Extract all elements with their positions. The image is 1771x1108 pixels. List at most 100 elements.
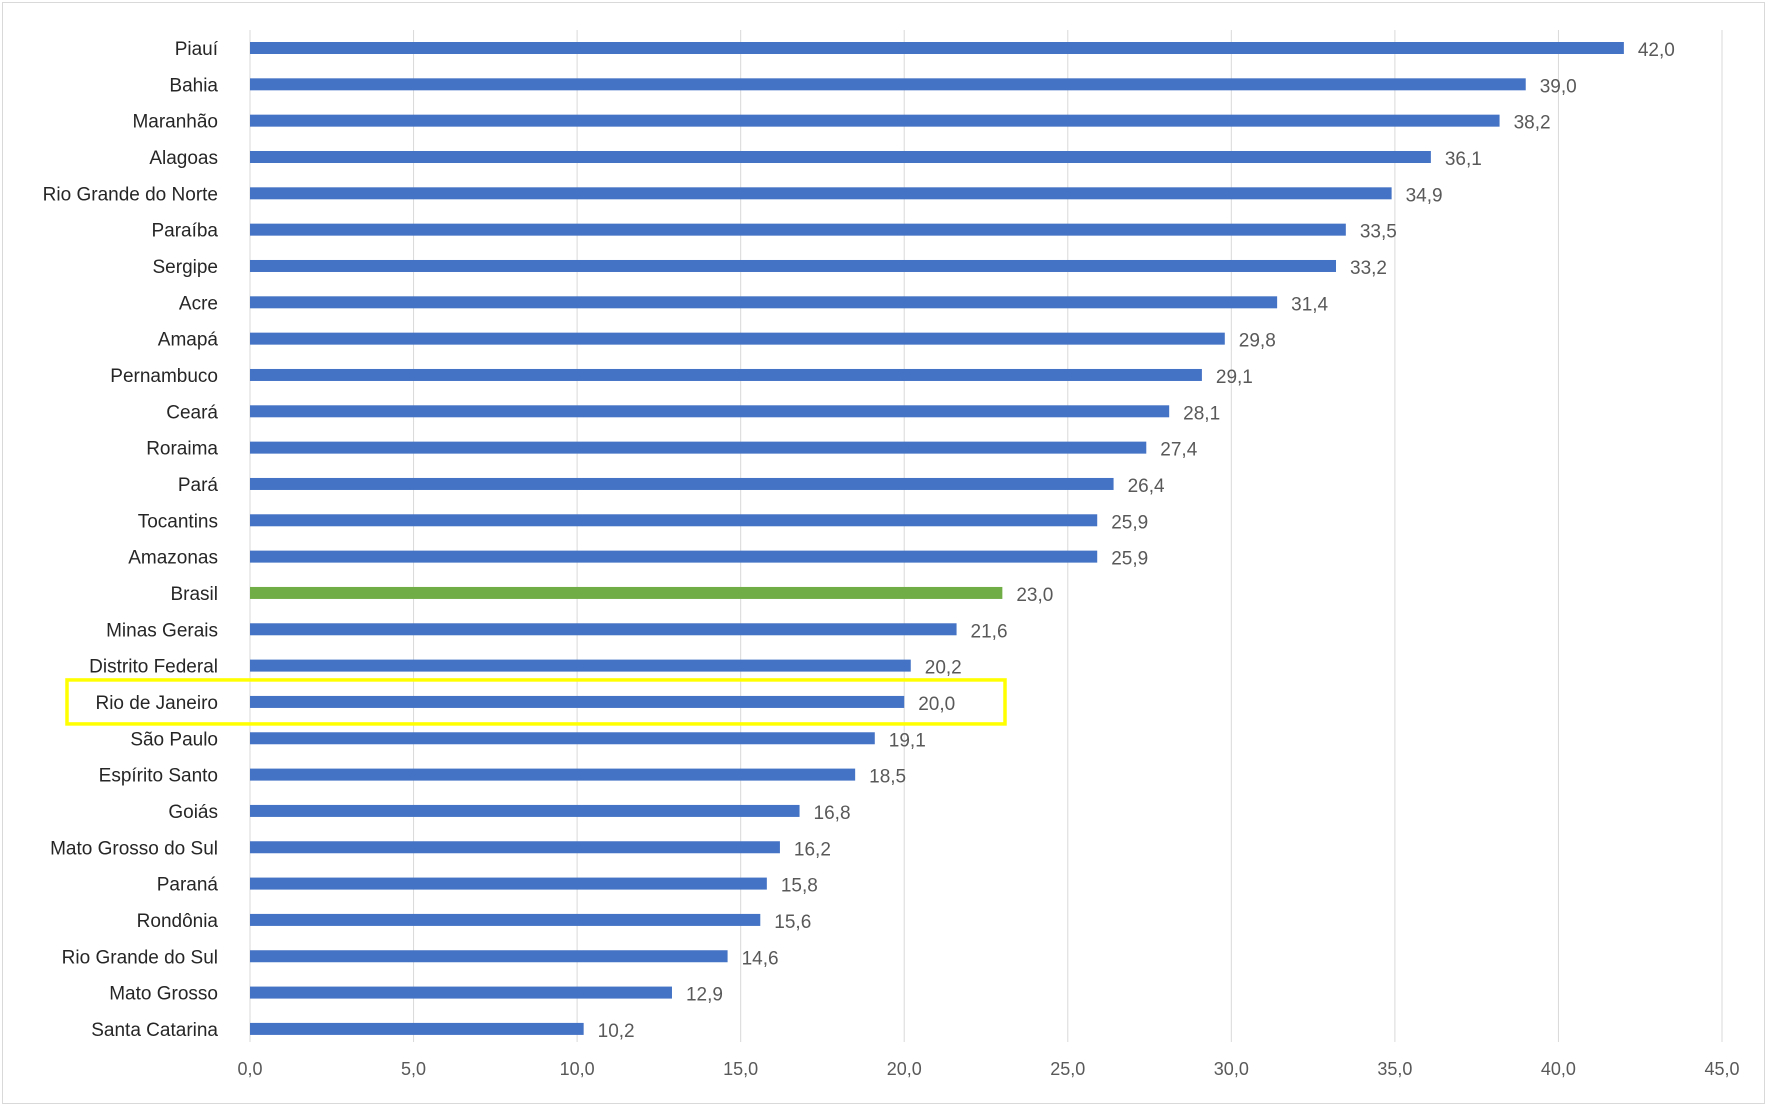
x-tick-label: 25,0 <box>1050 1059 1085 1079</box>
x-tick-label: 0,0 <box>237 1059 262 1079</box>
category-label: Rio de Janeiro <box>95 693 218 714</box>
category-label: Piauí <box>175 39 219 60</box>
category-label: Tocantins <box>138 511 218 532</box>
category-label: Amapá <box>158 330 219 351</box>
data-label: 20,0 <box>918 694 955 715</box>
data-label: 10,2 <box>598 1021 635 1042</box>
bar <box>250 150 1431 163</box>
category-label: Sergipe <box>153 257 219 278</box>
data-label: 28,1 <box>1183 403 1220 424</box>
bar <box>250 441 1147 454</box>
category-label: Paraná <box>157 875 219 896</box>
category-label: Maranhão <box>132 112 218 133</box>
data-label: 33,2 <box>1350 258 1387 279</box>
bar <box>250 1022 584 1035</box>
data-label: 15,8 <box>781 876 818 897</box>
data-label: 16,8 <box>814 803 851 824</box>
data-label: 38,2 <box>1514 113 1551 134</box>
data-label: 27,4 <box>1160 440 1197 461</box>
bar <box>250 405 1170 418</box>
data-label: 25,9 <box>1111 512 1148 533</box>
data-label: 39,0 <box>1540 76 1577 97</box>
category-label: Bahia <box>169 75 218 96</box>
category-label: Espírito Santo <box>99 766 218 787</box>
bar <box>250 768 856 781</box>
bar <box>250 332 1225 345</box>
category-label: Rio Grande do Norte <box>43 184 218 205</box>
category-label: Pernambuco <box>110 366 218 387</box>
bar <box>250 913 761 926</box>
category-labels: Piauí Bahia Maranhão Alagoas Rio Grande do N… <box>43 39 219 1041</box>
bar <box>250 950 728 963</box>
bar <box>250 623 957 636</box>
category-label: Acre <box>179 293 218 314</box>
data-label: 14,6 <box>742 948 779 969</box>
bar <box>250 223 1346 236</box>
bar <box>250 695 905 708</box>
data-label: 31,4 <box>1291 294 1328 315</box>
category-label: Mato Grosso do Sul <box>50 838 218 859</box>
category-label: Pará <box>178 475 219 496</box>
category-label: Ceará <box>166 402 218 423</box>
data-label: 33,5 <box>1360 222 1397 243</box>
x-tick-label: 30,0 <box>1214 1059 1249 1079</box>
data-label: 19,1 <box>889 730 926 751</box>
bar <box>250 659 911 672</box>
highlight-box-group <box>65 678 1007 726</box>
gridlines <box>249 30 1723 1042</box>
data-label: 18,5 <box>869 767 906 788</box>
bar <box>250 514 1098 527</box>
category-label: Mato Grosso <box>109 984 218 1005</box>
bar <box>250 841 780 854</box>
data-label: 12,9 <box>686 985 723 1006</box>
bar <box>250 187 1392 200</box>
x-tick-label: 10,0 <box>560 1059 595 1079</box>
category-label: Rondônia <box>137 911 219 932</box>
x-tick-label: 15,0 <box>723 1059 758 1079</box>
data-label: 15,6 <box>774 912 811 933</box>
x-tick-label: 35,0 <box>1377 1059 1412 1079</box>
x-tick-label: 5,0 <box>401 1059 426 1079</box>
category-label: Goiás <box>168 802 218 823</box>
data-label: 29,8 <box>1239 331 1276 352</box>
category-label: Amazonas <box>128 548 218 569</box>
data-label: 34,9 <box>1406 185 1443 206</box>
bar <box>250 259 1337 272</box>
bar <box>250 477 1114 490</box>
category-label: São Paulo <box>130 729 218 750</box>
category-label: Santa Catarina <box>91 1020 218 1041</box>
category-label: Minas Gerais <box>106 620 218 641</box>
bar <box>250 732 875 745</box>
category-label: Alagoas <box>149 148 218 169</box>
data-label: 23,0 <box>1016 585 1053 606</box>
bar <box>250 586 1003 599</box>
bar <box>250 804 800 817</box>
bar <box>250 877 767 890</box>
bar <box>250 550 1098 563</box>
x-axis-tick-labels: 0,0 5,0 10,0 15,0 20,0 25,0 30,0 35,0 40,0 45,0 <box>237 1059 1739 1079</box>
bar <box>250 78 1526 91</box>
data-label: 36,1 <box>1445 149 1482 170</box>
data-label: 26,4 <box>1128 476 1165 497</box>
x-tick-label: 45,0 <box>1704 1059 1739 1079</box>
bar <box>250 114 1500 127</box>
category-label: Brasil <box>170 584 218 605</box>
value-labels: 42,0 39,0 38,2 36,134,9 33,5 33,2 31,4 29,8 29,1… <box>598 40 1675 1042</box>
x-tick-label: 40,0 <box>1541 1059 1576 1079</box>
bars <box>250 42 1624 1035</box>
bar <box>250 986 672 999</box>
bar <box>250 42 1624 54</box>
highlight-box <box>65 678 1007 726</box>
data-label: 16,2 <box>794 839 831 860</box>
x-tick-label: 20,0 <box>887 1059 922 1079</box>
data-label: 25,9 <box>1111 549 1148 570</box>
category-label: Roraima <box>146 439 218 460</box>
data-label: 20,2 <box>925 658 962 679</box>
data-label: 21,6 <box>971 621 1008 642</box>
data-label: 29,1 <box>1216 367 1253 388</box>
category-label: Paraíba <box>151 221 218 242</box>
data-label: 42,0 <box>1638 40 1675 61</box>
category-label: Rio Grande do Sul <box>62 947 218 968</box>
bar <box>250 368 1202 381</box>
